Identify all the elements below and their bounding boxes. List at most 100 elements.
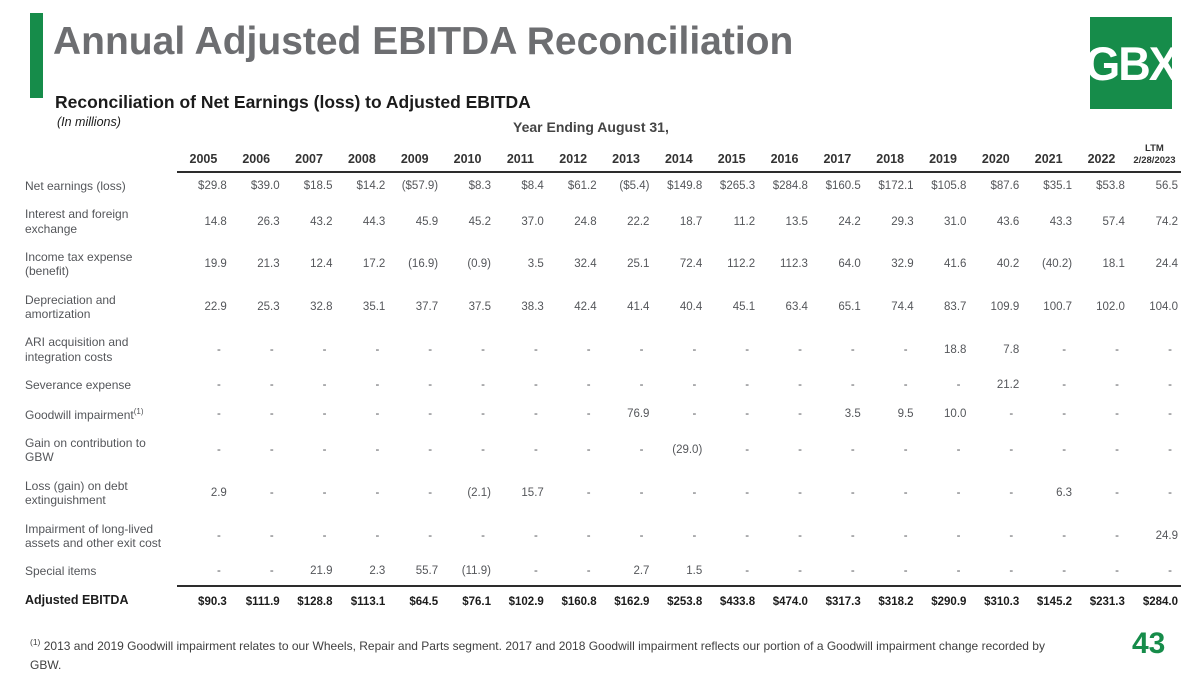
row-label: Interest and foreign exchange [25,207,129,236]
value-cell: 37.0 [521,215,544,228]
row-label: Loss (gain) on debt extinguishment [25,478,128,508]
value-cell: 22.9 [204,301,227,314]
value-cell: - [1062,343,1067,356]
value-cell: 65.1 [838,301,861,314]
value-cell: $35.1 [1043,180,1073,193]
value-cell: 17.2 [362,258,386,271]
value-cell: $265.3 [719,180,756,193]
value-cell: - [586,379,591,392]
year-column-header: 2010 [441,143,494,173]
value-cell: 55.7 [415,565,439,578]
value-cell: - [533,565,538,578]
row-label: ARI acquisition and integration costs [25,335,129,364]
value-cell: - [1115,379,1119,392]
value-cell: - [639,343,644,356]
value-cell: $90.3 [177,584,230,615]
table-row: Net earnings (loss) $29.8 $39.0 $18.5 $14.2 (… [25,172,1181,200]
value-cell: - [375,530,380,542]
value-cell: 18.7 [679,215,703,228]
value-cell: 57.4 [1102,215,1125,228]
value-cell: - [216,343,221,356]
value-cell: $474.0 [758,584,811,615]
table-header-row: 2005 2006 2007 2008 2009 2010 2011 2012 2013 2014… [25,143,1181,173]
value-cell: $61.2 [567,180,597,193]
value-cell: $18.5 [303,180,333,193]
value-cell: - [745,343,750,356]
value-cell: 42.4 [574,301,597,314]
row-label: Net earnings (loss) [25,178,126,193]
year-column-header: 2009 [388,143,442,173]
value-cell: 22.2 [627,215,650,228]
value-cell: - [428,487,433,500]
value-cell: 6.3 [1056,487,1073,500]
page-number: 43 [1132,627,1166,660]
value-cell: - [798,565,802,578]
table-corner-cell [25,143,177,172]
value-cell: $433.8 [705,584,759,615]
value-cell: - [375,343,380,356]
value-cell: - [481,379,485,392]
value-cell: 18.1 [1102,258,1125,271]
value-cell: - [903,487,908,500]
footnote-marker: (1) [30,637,41,647]
value-cell: - [692,487,697,500]
value-cell: 104.0 [1149,301,1178,314]
value-cell: 63.4 [785,301,808,314]
value-cell: - [956,444,961,457]
slide-title: Annual Adjusted EBITDA Reconciliation [53,20,794,63]
value-cell: - [956,565,961,578]
value-cell: - [1062,444,1067,457]
value-cell: - [692,343,697,356]
value-cell: - [692,379,697,392]
value-cell: $231.3 [1075,584,1128,615]
value-cell: - [481,530,485,542]
value-cell: 21.2 [996,379,1020,392]
value-cell: - [798,343,802,356]
value-cell: $160.5 [825,180,861,193]
value-cell: - [850,444,855,457]
value-cell: - [216,444,221,457]
row-label: Gain on contribution to GBW [25,436,146,465]
value-cell: - [216,565,221,578]
value-cell: - [798,487,802,500]
value-cell: 35.1 [362,301,386,314]
year-column-header: 2017 [810,143,864,173]
title-accent-bar [30,13,43,98]
value-cell: - [1062,379,1067,392]
value-cell: 31.0 [944,215,967,228]
value-cell: 83.7 [944,301,967,314]
value-cell: 100.7 [1043,301,1073,314]
value-cell: - [1168,565,1172,578]
value-cell: - [533,408,538,421]
value-cell: - [1168,379,1172,392]
table-row: ARI acquisition and integration costs - - -… [25,328,1181,371]
total-row: Adjusted EBITDA $90.3 $111.9 $128.8 $113.1 $6… [25,584,1181,615]
value-cell: - [586,530,591,542]
value-cell: - [903,530,908,542]
year-column-header: 2011 [493,143,547,173]
value-cell: 11.2 [733,215,756,228]
value-cell: $113.1 [335,584,389,615]
table-row: Interest and foreign exchange 14.8 26.3 43.… [25,200,1181,243]
value-cell: - [956,487,961,500]
value-cell: - [903,565,908,578]
value-cell: 7.8 [1003,343,1020,356]
value-cell: - [428,379,433,392]
value-cell: 43.3 [1049,215,1073,228]
value-cell: 76.9 [627,408,650,421]
value-cell: 25.1 [627,258,650,271]
value-cell: - [956,530,961,542]
value-cell: 3.5 [844,408,861,421]
year-column-header: 2018 [863,143,917,173]
value-cell: - [533,530,538,542]
value-cell: - [269,408,274,421]
value-cell: - [1062,565,1067,578]
value-cell: $253.8 [652,584,706,615]
value-cell: $64.5 [388,584,442,615]
year-column-header: 2008 [335,143,389,173]
value-cell: 29.3 [891,215,914,228]
value-cell: 109.9 [990,301,1020,314]
value-cell: - [1168,408,1172,421]
value-cell: - [586,444,591,457]
value-cell: - [1009,487,1014,500]
